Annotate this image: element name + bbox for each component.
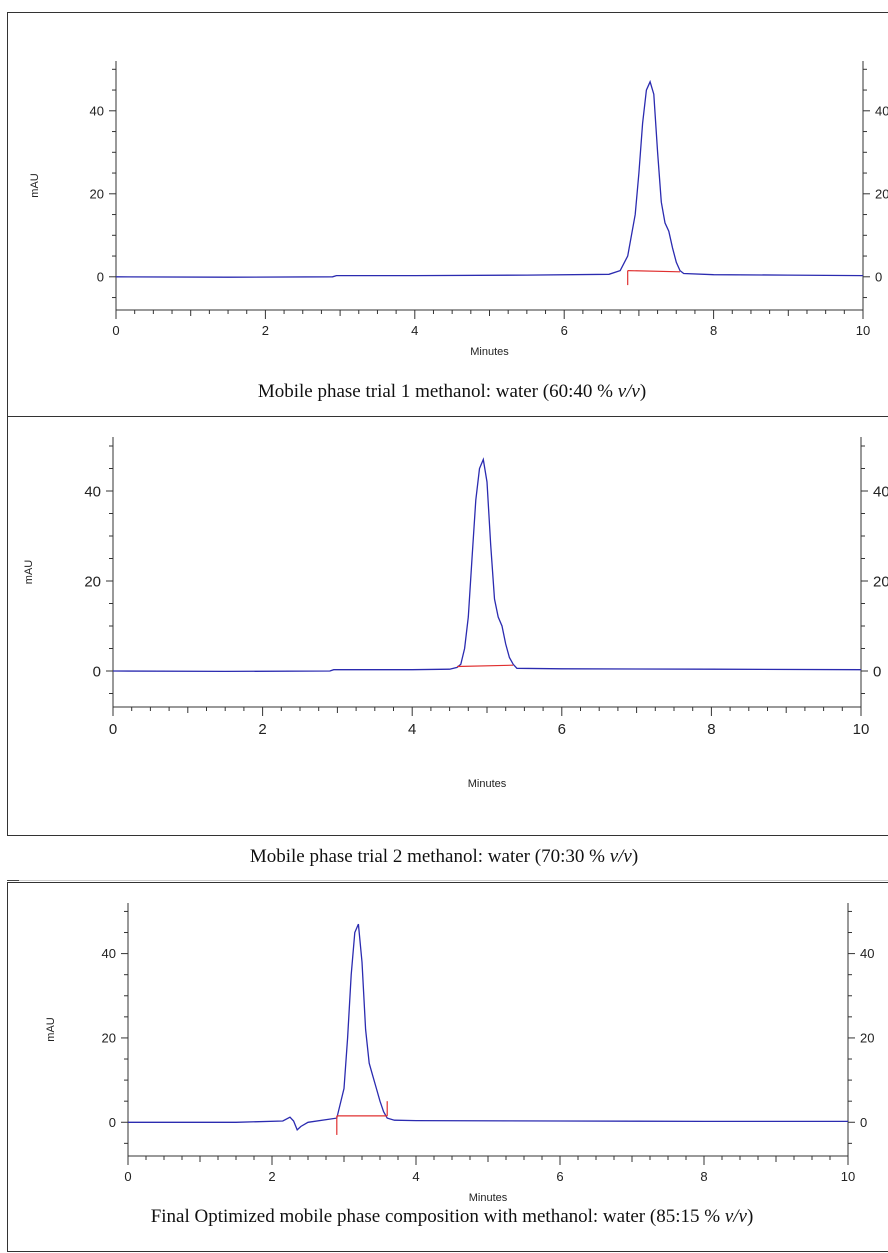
chromatogram-chart-2: 0 2 4 6 8 10 0 20 40 0 20 40 Minutes mAU	[23, 437, 888, 790]
chromatogram-trace	[112, 457, 862, 673]
x-tick-label: 4	[411, 323, 418, 338]
caption-unit: v/v	[724, 1206, 747, 1227]
chromatogram-panel-1: 0 2 4 6 8 10 0 20 40 0 20 40 Minutes mAU Mobile phase…	[7, 12, 888, 417]
caption-unit: v/v	[609, 846, 632, 867]
y-left-tick-label: 40	[90, 103, 104, 118]
chart-caption-2: Mobile phase trial 2 methanol: water (70…	[0, 846, 888, 868]
caption-text: Mobile phase trial 1 methanol: water (60…	[257, 381, 618, 402]
x-tick-label: 10	[841, 1169, 855, 1184]
chromatogram-panel-3: 0 2 4 6 8 10 0 20 40 0 20 40 Minutes mAU Final Optimi…	[7, 882, 888, 1252]
y-left-tick-label: 20	[90, 186, 104, 201]
y-right-tick-label: 0	[875, 269, 882, 284]
y-axis-label: mAU	[45, 1017, 57, 1042]
caption-end: )	[631, 846, 639, 867]
chromatogram-trace	[115, 79, 864, 278]
x-tick-label: 6	[561, 323, 568, 338]
x-tick-label: 0	[109, 721, 117, 738]
x-tick-label: 8	[700, 1169, 707, 1184]
y-left-tick-label: 20	[102, 1030, 116, 1045]
y-right-tick-label: 20	[873, 573, 888, 590]
integration-baseline	[457, 664, 514, 668]
y-left-tick-label: 40	[84, 483, 101, 500]
x-tick-label: 8	[710, 323, 717, 338]
x-tick-label: 8	[707, 721, 715, 738]
x-tick-label: 10	[856, 323, 870, 338]
y-right-tick-label: 40	[873, 483, 888, 500]
chromatogram-chart-1: 0 2 4 6 8 10 0 20 40 0 20 40 Minutes mAU	[29, 61, 888, 358]
chromatogram-panel-2: 0 2 4 6 8 10 0 20 40 0 20 40 Minutes mAU	[7, 416, 888, 836]
x-axis-label: Minutes	[470, 346, 509, 358]
divider-line	[19, 880, 888, 881]
x-tick-label: 10	[853, 721, 870, 738]
caption-end: )	[746, 1206, 754, 1227]
y-left-tick-label: 20	[84, 573, 101, 590]
chromatogram-chart-3: 0 2 4 6 8 10 0 20 40 0 20 40 Minutes mAU	[45, 903, 874, 1204]
x-tick-label: 2	[258, 721, 266, 738]
x-tick-label: 0	[124, 1169, 131, 1184]
y-axis-label: mAU	[29, 173, 41, 198]
y-left-tick-label: 0	[93, 663, 101, 680]
y-right-tick-label: 20	[875, 186, 888, 201]
chromatogram-trace	[128, 923, 848, 1132]
x-axis-label: Minutes	[469, 1192, 508, 1204]
caption-unit: v/v	[617, 381, 640, 402]
y-right-tick-label: 40	[860, 946, 874, 961]
chart-caption-3: Final Optimized mobile phase composition…	[8, 1206, 888, 1228]
x-tick-label: 6	[556, 1169, 563, 1184]
y-right-tick-label: 20	[860, 1030, 874, 1045]
y-right-tick-label: 0	[860, 1115, 867, 1130]
x-tick-label: 6	[558, 721, 566, 738]
x-tick-label: 2	[268, 1169, 275, 1184]
x-tick-label: 4	[408, 721, 416, 738]
caption-end: )	[639, 381, 647, 402]
x-tick-label: 0	[112, 323, 119, 338]
chart-caption-1: Mobile phase trial 1 methanol: water (60…	[8, 381, 888, 403]
x-tick-label: 4	[412, 1169, 419, 1184]
y-left-tick-label: 0	[97, 269, 104, 284]
y-right-tick-label: 0	[873, 663, 881, 680]
divider-dash	[7, 880, 19, 881]
x-tick-label: 2	[262, 323, 269, 338]
y-right-tick-label: 40	[875, 103, 888, 118]
integration-baseline	[627, 270, 681, 273]
y-axis-label: mAU	[23, 560, 35, 585]
y-left-tick-label: 0	[109, 1115, 116, 1130]
caption-text: Mobile phase trial 2 methanol: water (70…	[249, 846, 610, 867]
y-left-tick-label: 40	[102, 946, 116, 961]
x-axis-label: Minutes	[468, 778, 507, 790]
caption-text: Final Optimized mobile phase composition…	[150, 1206, 725, 1227]
